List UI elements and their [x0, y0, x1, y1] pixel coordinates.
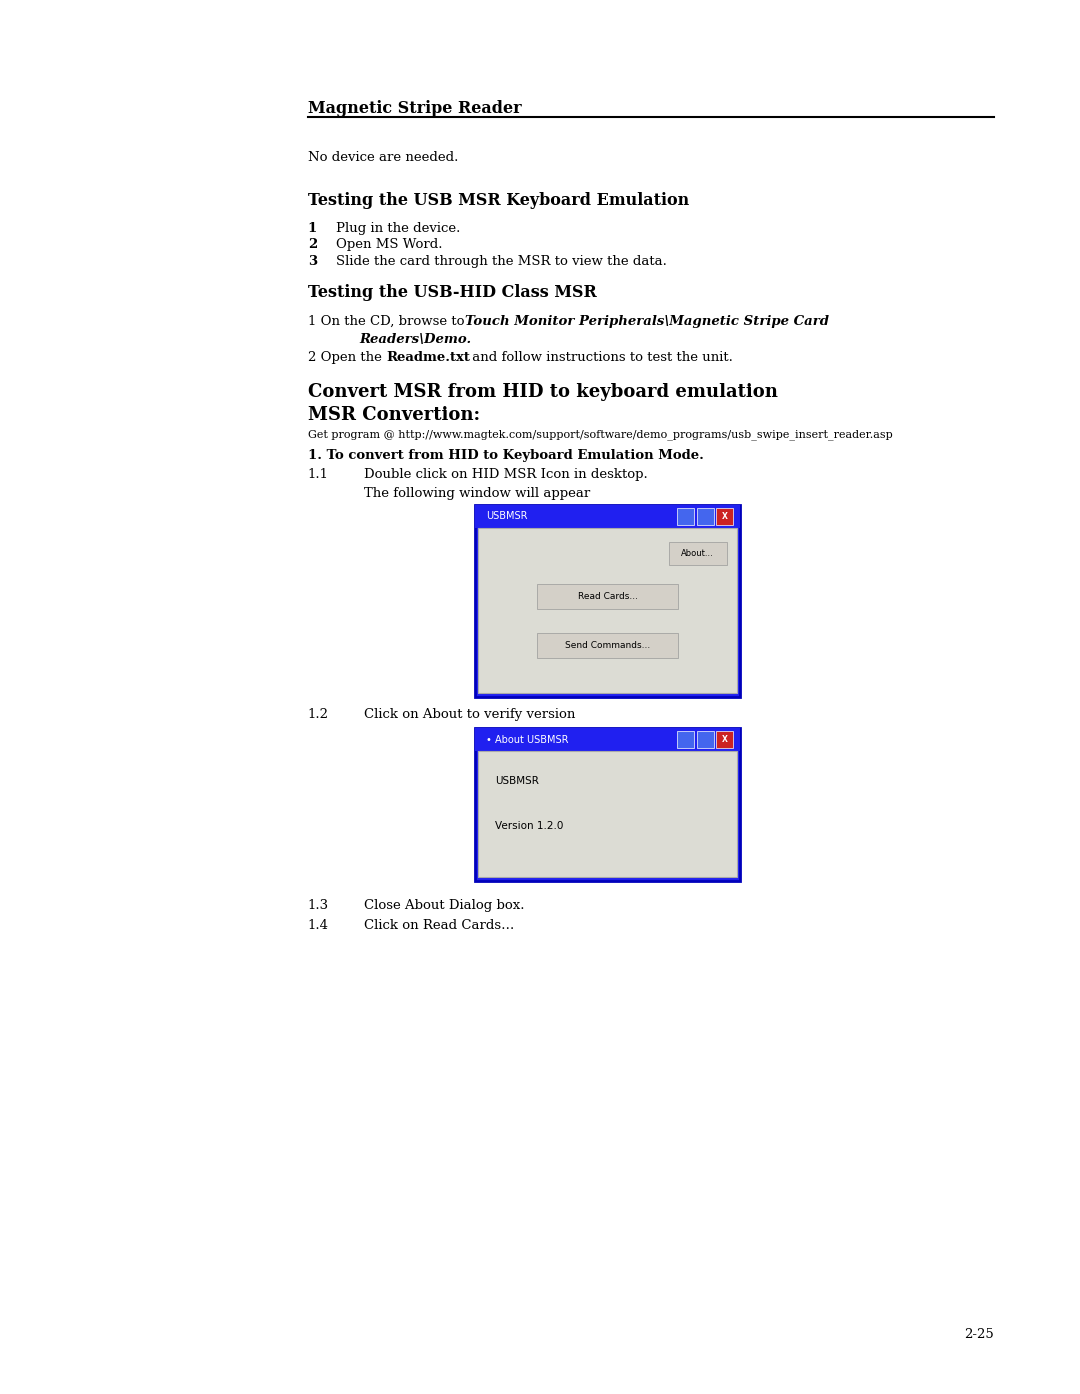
Text: 2: 2: [308, 238, 318, 251]
FancyBboxPatch shape: [697, 730, 714, 749]
Text: Touch Monitor Peripherals\Magnetic Stripe Card: Touch Monitor Peripherals\Magnetic Strip…: [465, 315, 829, 328]
FancyBboxPatch shape: [538, 633, 678, 658]
FancyBboxPatch shape: [669, 542, 727, 565]
Text: Send Commands...: Send Commands...: [565, 641, 650, 650]
Text: No device are needed.: No device are needed.: [308, 151, 458, 163]
FancyBboxPatch shape: [475, 505, 740, 528]
Text: 1. To convert from HID to Keyboard Emulation Mode.: 1. To convert from HID to Keyboard Emula…: [308, 449, 704, 461]
Text: Open MS Word.: Open MS Word.: [336, 238, 443, 251]
Text: X: X: [721, 512, 728, 521]
Text: 1.2: 1.2: [308, 708, 328, 721]
Text: 1: 1: [308, 222, 318, 234]
Text: 3: 3: [308, 255, 316, 268]
FancyBboxPatch shape: [697, 507, 714, 526]
Text: Close About Dialog box.: Close About Dialog box.: [364, 899, 525, 912]
Text: About...: About...: [681, 549, 714, 558]
Text: Readme.txt: Readme.txt: [387, 351, 471, 364]
FancyBboxPatch shape: [475, 728, 740, 751]
Text: Magnetic Stripe Reader: Magnetic Stripe Reader: [308, 100, 522, 117]
Text: Version 1.2.0: Version 1.2.0: [495, 821, 563, 831]
FancyBboxPatch shape: [478, 528, 737, 693]
Text: MSR Convertion:: MSR Convertion:: [308, 406, 480, 424]
Text: USBMSR: USBMSR: [495, 776, 539, 786]
FancyBboxPatch shape: [716, 507, 733, 526]
Text: USBMSR: USBMSR: [486, 512, 527, 521]
Text: Readers\Demo.: Readers\Demo.: [360, 333, 472, 346]
FancyBboxPatch shape: [478, 751, 737, 877]
FancyBboxPatch shape: [716, 730, 733, 749]
Text: 1.4: 1.4: [308, 919, 328, 931]
Text: Get program @ http://www.magtek.com/support/software/demo_programs/usb_swipe_ins: Get program @ http://www.magtek.com/supp…: [308, 429, 892, 441]
Text: Click on About to verify version: Click on About to verify version: [364, 708, 576, 721]
Text: The following window will appear: The following window will appear: [364, 487, 590, 499]
Text: 1.3: 1.3: [308, 899, 329, 912]
FancyBboxPatch shape: [538, 584, 678, 609]
Text: Slide the card through the MSR to view the data.: Slide the card through the MSR to view t…: [336, 255, 666, 268]
Text: Convert MSR from HID to keyboard emulation: Convert MSR from HID to keyboard emulati…: [308, 383, 778, 401]
FancyBboxPatch shape: [475, 505, 740, 697]
Text: and follow instructions to test the unit.: and follow instructions to test the unit…: [468, 351, 732, 364]
Text: • About USBMSR: • About USBMSR: [486, 735, 568, 744]
Text: Testing the USB-HID Class MSR: Testing the USB-HID Class MSR: [308, 284, 596, 301]
FancyBboxPatch shape: [677, 730, 694, 749]
Text: 1.1: 1.1: [308, 468, 328, 481]
Text: Read Cards...: Read Cards...: [578, 592, 637, 601]
FancyBboxPatch shape: [475, 728, 740, 881]
Text: Double click on HID MSR Icon in desktop.: Double click on HID MSR Icon in desktop.: [364, 468, 648, 481]
Text: X: X: [721, 735, 728, 744]
Text: Testing the USB MSR Keyboard Emulation: Testing the USB MSR Keyboard Emulation: [308, 192, 689, 209]
Text: Plug in the device.: Plug in the device.: [336, 222, 460, 234]
Text: 1 On the CD, browse to: 1 On the CD, browse to: [308, 315, 469, 328]
Text: 2-25: 2-25: [963, 1328, 994, 1341]
Text: 2 Open the: 2 Open the: [308, 351, 386, 364]
FancyBboxPatch shape: [677, 507, 694, 526]
Text: Click on Read Cards…: Click on Read Cards…: [364, 919, 514, 931]
